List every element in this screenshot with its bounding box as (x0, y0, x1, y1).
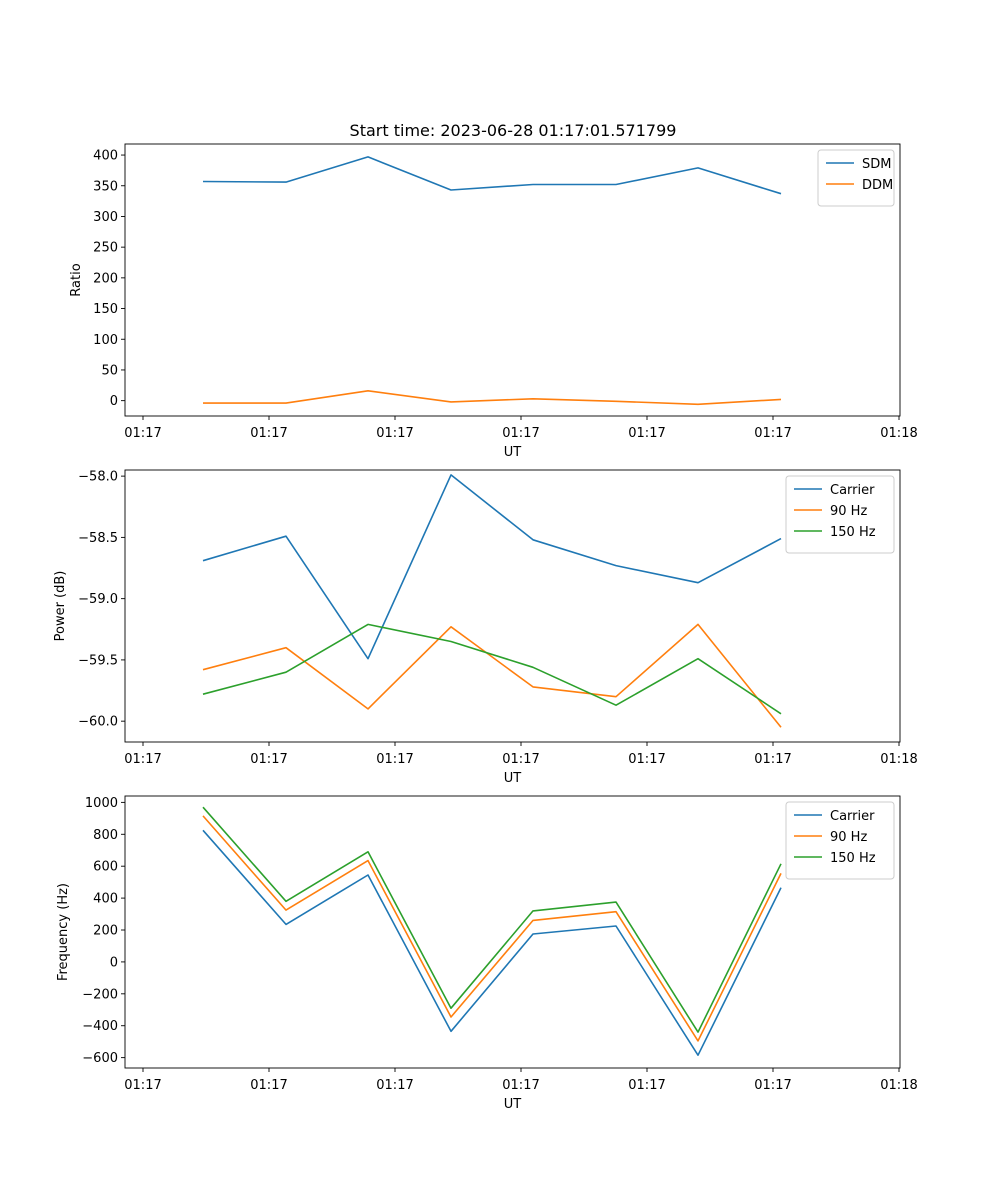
y-axis-label: Ratio (69, 263, 84, 296)
legend-box (785, 475, 895, 554)
legend-label-1: SDM (862, 157, 891, 172)
x-tick-label: 01:17 (754, 1078, 791, 1093)
panel-2: −60.0 −59.5 −59.0 −58.5 −58.0 01:17 01:17 01:17… (53, 469, 918, 786)
series-line-3 (202, 806, 782, 1033)
x-tick-label: 01:17 (376, 752, 413, 767)
y-tick-label: −59.5 (78, 653, 118, 668)
legend-label-2: 90 Hz (830, 504, 867, 519)
x-axis-label: UT (504, 1097, 522, 1112)
legend-label-3: 150 Hz (830, 525, 876, 540)
y-tick-label: 350 (93, 179, 118, 194)
x-tick-label: 01:17 (376, 426, 413, 441)
x-tick-label: 01:17 (376, 1078, 413, 1093)
legend-label-1: Carrier (830, 483, 875, 498)
legend-label-2: DDM (862, 178, 893, 193)
x-tick-label: 01:17 (628, 1078, 665, 1093)
series-line-2 (202, 815, 782, 1042)
x-tick-label: 01:17 (502, 426, 539, 441)
y-axis-label: Power (dB) (53, 571, 68, 642)
y-tick-label: 200 (93, 924, 118, 939)
x-tick-label: 01:17 (754, 426, 791, 441)
panel-3: −600 −400 −200 0 200 400 600 800 1000 01:17 01:17 0… (56, 795, 918, 1112)
y-axis-label: Frequency (Hz) (56, 883, 71, 981)
legend-label-3: 150 Hz (830, 851, 876, 866)
y-tick-label: 0 (110, 394, 118, 409)
y-tick-label: 300 (93, 210, 118, 225)
series-line-1 (202, 156, 782, 195)
x-tick-label: 01:17 (250, 752, 287, 767)
x-tick-label: 01:17 (502, 1078, 539, 1093)
legend: Carrier 90 Hz 150 Hz (785, 475, 895, 554)
axes-frame (124, 143, 901, 417)
y-tick-label: −400 (82, 1019, 118, 1034)
y-tick-label: 150 (93, 302, 118, 317)
x-axis-label: UT (504, 445, 522, 460)
axes-frame (124, 795, 901, 1069)
x-axis-label: UT (504, 771, 522, 786)
y-tick-label: 1000 (85, 796, 118, 811)
x-tick-label: 01:17 (124, 1078, 161, 1093)
x-tick-label: 01:17 (628, 752, 665, 767)
x-tick-label: 01:18 (880, 752, 917, 767)
series-line-2 (203, 389, 782, 406)
y-tick-label: 200 (93, 271, 118, 286)
y-tick-label: 400 (93, 892, 118, 907)
legend-box (785, 801, 895, 880)
y-tick-label: 0 (110, 955, 118, 970)
y-tick-label: 600 (93, 860, 118, 875)
x-tick-label: 01:17 (250, 1078, 287, 1093)
y-tick-label: −200 (82, 987, 118, 1002)
y-tick-label: −59.0 (78, 592, 118, 607)
x-tick-label: 01:18 (880, 1078, 917, 1093)
y-tick-label: 400 (93, 149, 118, 164)
legend-label-2: 90 Hz (830, 830, 867, 845)
panels: 0 50 100 150 200 250 300 350 400 01:17 01:17 01:17 0… (53, 143, 918, 1112)
y-tick-label: −58.5 (78, 531, 118, 546)
y-tick-label: 50 (101, 363, 118, 378)
x-tick-label: 01:17 (124, 426, 161, 441)
panel-1: 0 50 100 150 200 250 300 350 400 01:17 01:17 01:17 0… (69, 143, 918, 460)
series-line-2 (202, 623, 782, 728)
y-tick-label: 250 (93, 241, 118, 256)
x-tick-label: 01:18 (880, 426, 917, 441)
y-tick-label: 100 (93, 333, 118, 348)
y-tick-label: 800 (93, 828, 118, 843)
x-tick-label: 01:17 (250, 426, 287, 441)
legend: Carrier 90 Hz 150 Hz (785, 801, 895, 880)
x-tick-label: 01:17 (502, 752, 539, 767)
y-tick-label: −600 (82, 1051, 118, 1066)
series-line-1 (202, 474, 782, 660)
series-line-3 (202, 623, 782, 715)
x-tick-label: 01:17 (754, 752, 791, 767)
series-line-1 (202, 829, 782, 1056)
x-tick-label: 01:17 (628, 426, 665, 441)
y-tick-label: −60.0 (78, 715, 118, 730)
legend: SDM DDM (817, 149, 895, 207)
x-tick-label: 01:17 (124, 752, 161, 767)
axes-frame (124, 469, 901, 743)
legend-label-1: Carrier (830, 809, 875, 824)
figure-title: Start time: 2023-06-28 01:17:01.571799 (350, 121, 677, 140)
y-tick-label: −58.0 (78, 470, 118, 485)
legend-box (817, 149, 895, 207)
